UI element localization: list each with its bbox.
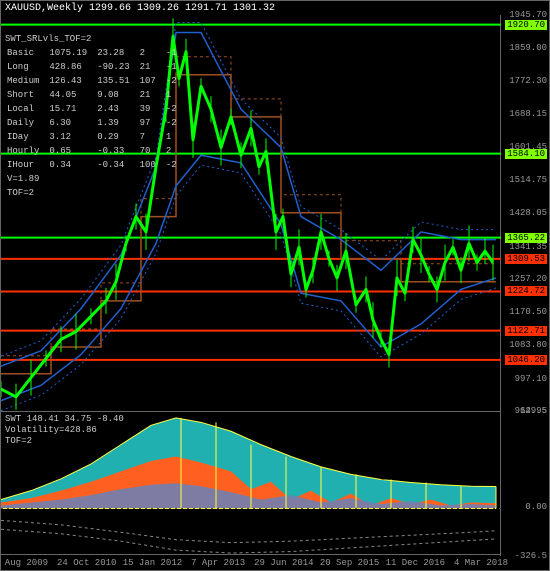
price-level-label: 1122.71 — [505, 326, 547, 336]
x-tick: 20 Sep 2015 — [320, 558, 379, 568]
price-level-label: 1920.70 — [505, 20, 547, 30]
x-tick: 7 Apr 2013 — [191, 558, 245, 568]
price-level-label: 1584.10 — [505, 149, 547, 159]
sub-indicator-panel: SWT 148.41 34.75 -8.40Volatility=428.86T… — [1, 411, 501, 556]
y-tick: 0.00 — [525, 502, 547, 512]
y-tick: 649.5 — [520, 406, 547, 416]
chart-title: XAUUSD,Weekly 1299.66 1309.26 1291.71 13… — [5, 3, 275, 14]
price-level-label: 1224.72 — [505, 286, 547, 296]
y-tick: 997.10 — [515, 374, 547, 384]
y-tick: 1428.05 — [509, 208, 547, 218]
x-tick: 15 Jan 2012 — [123, 558, 182, 568]
main-price-panel: SWT_SRLvls_TOF=2 Basic1075.1923.282-1Lon… — [1, 15, 501, 411]
y-tick: 1859.00 — [509, 43, 547, 53]
chart-container: XAUUSD,Weekly 1299.66 1309.26 1291.71 13… — [0, 0, 550, 571]
x-tick: 2 Aug 2009 — [0, 558, 48, 568]
x-tick: 4 Mar 2018 — [454, 558, 508, 568]
y-tick: -326.5 — [515, 551, 547, 561]
y-tick: 1688.15 — [509, 109, 547, 119]
y-tick: 1083.80 — [509, 340, 547, 350]
x-tick: 11 Dec 2016 — [386, 558, 445, 568]
price-level-label: 1365.22 — [505, 233, 547, 243]
y-axis-sub: 649.50.00-326.5 — [499, 411, 549, 556]
x-tick: 24 Oct 2010 — [57, 558, 116, 568]
y-tick: 1514.75 — [509, 175, 547, 185]
x-tick: 29 Jun 2014 — [254, 558, 313, 568]
y-tick: 1945.70 — [509, 10, 547, 20]
indicator-info-grid: SWT_SRLvls_TOF=2 Basic1075.1923.282-1Lon… — [5, 33, 187, 201]
y-tick: 1772.30 — [509, 76, 547, 86]
y-axis-main: 1945.701859.001772.301688.151601.451514.… — [499, 15, 549, 411]
info-header: SWT_SRLvls_TOF=2 — [5, 33, 187, 45]
price-level-label: 1309.53 — [505, 254, 547, 264]
y-tick: 1341.35 — [509, 242, 547, 252]
y-tick: 1257.20 — [509, 274, 547, 284]
price-level-label: 1046.20 — [505, 355, 547, 365]
y-tick: 1170.50 — [509, 307, 547, 317]
sub-info-text: SWT 148.41 34.75 -8.40Volatility=428.86T… — [5, 414, 124, 447]
x-axis: 2 Aug 2009 24 Oct 2010 15 Jan 2012 7 Apr 20… — [1, 554, 501, 570]
